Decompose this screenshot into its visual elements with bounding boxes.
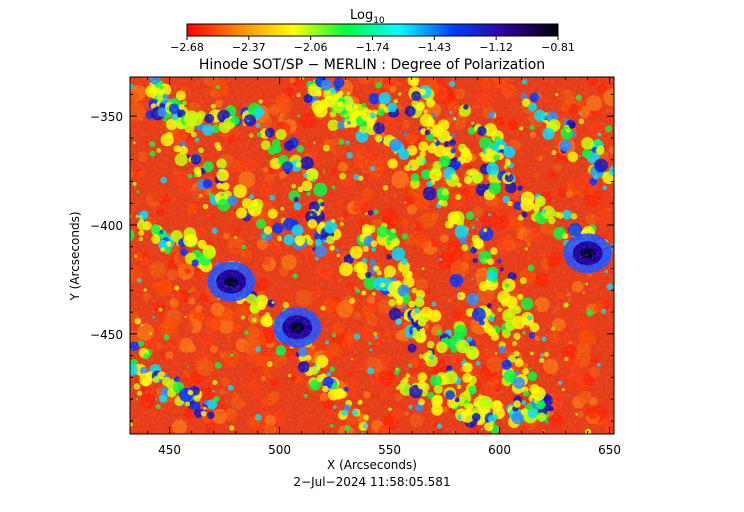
colorbar-tick-label: −2.37 bbox=[232, 41, 266, 54]
timestamp: 2−Jul−2024 11:58:05.581 bbox=[293, 475, 450, 489]
heatmap-cell bbox=[122, 207, 129, 214]
colorbar: Log10 −2.68 −2.37 −2.06 −1.74 −1.43 −1.12 −0.8… bbox=[170, 8, 575, 54]
colorbar-tick-label: −1.12 bbox=[479, 41, 513, 54]
x-tick-label: 450 bbox=[158, 443, 181, 457]
colorbar-gradient bbox=[186, 23, 559, 37]
x-tick-label: 650 bbox=[598, 443, 621, 457]
y-axis: −350 −400 −450 bbox=[90, 93, 614, 422]
y-axis-label: Y (Arcseconds) bbox=[68, 211, 82, 301]
colorbar-label: Log10 bbox=[350, 8, 385, 26]
chart-title: Hinode SOT/SP − MERLIN : Degree of Polar… bbox=[199, 57, 545, 73]
x-tick-label: 550 bbox=[378, 443, 401, 457]
y-tick-label: −350 bbox=[90, 110, 123, 124]
colorbar-tick-label: −2.06 bbox=[294, 41, 328, 54]
colorbar-tick-label: −0.81 bbox=[541, 41, 575, 54]
heatmap-area bbox=[122, 77, 614, 434]
colorbar-tick-label: −1.43 bbox=[417, 41, 451, 54]
colorbar-tick-label: −1.74 bbox=[356, 41, 390, 54]
y-tick-label: −450 bbox=[90, 328, 123, 342]
x-tick-label: 500 bbox=[268, 443, 291, 457]
colorbar-ticks: −2.68 −2.37 −2.06 −1.74 −1.43 −1.12 −0.81 bbox=[170, 36, 575, 54]
x-axis-label: X (Arcseconds) bbox=[327, 458, 417, 472]
y-tick-label: −400 bbox=[90, 219, 123, 233]
x-tick-label: 600 bbox=[488, 443, 511, 457]
colorbar-tick-label: −2.68 bbox=[170, 41, 204, 54]
plot-frame bbox=[129, 76, 615, 435]
x-axis: 450 500 550 600 650 bbox=[147, 77, 621, 457]
colorbar-label-subscript: 10 bbox=[373, 16, 385, 26]
